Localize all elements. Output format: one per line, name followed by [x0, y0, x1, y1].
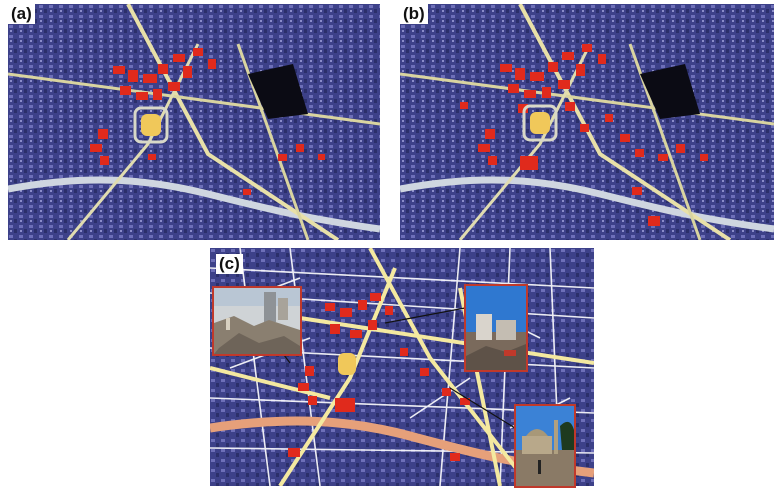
inset-mosque-square-photo [514, 404, 576, 488]
mosque-square-photo-icon [516, 406, 574, 486]
satellite-map-a [8, 4, 380, 240]
inset-damaged-block-photo [464, 284, 528, 372]
panel-a-label: (a) [8, 4, 35, 24]
panel-c-label: (c) [216, 254, 243, 274]
inset-rubble-photo [212, 286, 302, 356]
satellite-map-b [400, 4, 774, 240]
damaged-block-photo-icon [466, 286, 526, 370]
rubble-photo-icon [214, 288, 300, 354]
panel-b-label: (b) [400, 4, 428, 24]
panel-a-satellite-image [8, 4, 380, 240]
panel-b-satellite-image [400, 4, 774, 240]
